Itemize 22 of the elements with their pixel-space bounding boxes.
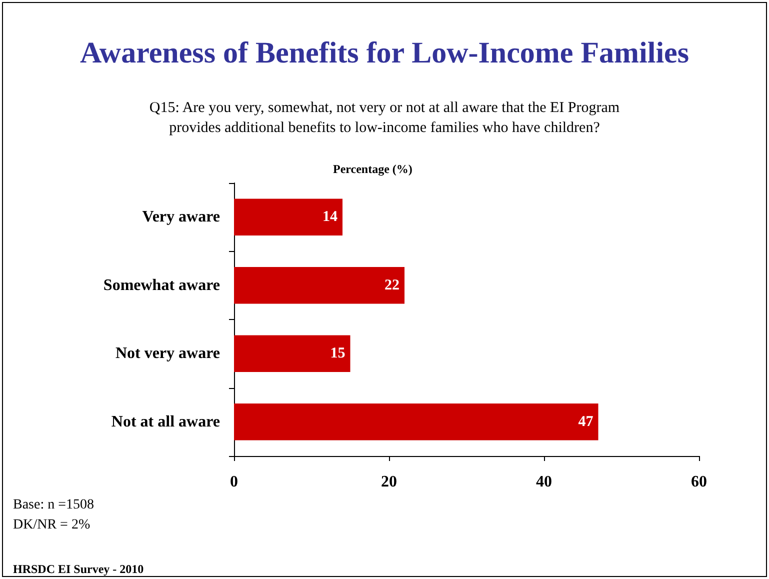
text: DK/NR = 2% (13, 518, 90, 532)
text: HRSDC EI Survey - 2010 (13, 562, 144, 576)
x-tick-label: 20 (381, 474, 397, 490)
x-tick-label: 60 (691, 474, 707, 490)
y-tick-label: Not very aware (115, 345, 220, 362)
bar (234, 266, 404, 304)
x-axis-title: Percentage (%) (333, 162, 412, 176)
y-tick-label: Somewhat aware (103, 276, 220, 294)
x-tick-label: 0 (230, 474, 238, 490)
bar (234, 403, 598, 440)
data-label: 15 (330, 346, 346, 362)
text: Base: n =1508 (13, 498, 94, 512)
data-label: 47 (578, 414, 594, 430)
x-tick-label: 40 (536, 474, 552, 490)
chart-subtitle: Q15: Are you very, somewhat, not very or not at all aware that the EI Program provides additional benefits to low-income families who have children? (149, 100, 620, 136)
y-tick-label: Not at all aware (111, 413, 220, 430)
bar (234, 335, 350, 372)
y-tick-label: Very aware (142, 208, 220, 226)
data-label: 22 (384, 277, 400, 294)
data-label: 14 (322, 209, 338, 226)
bar (234, 198, 342, 236)
chart-title: Awareness of Benefits for Low-Income Families (80, 36, 690, 70)
